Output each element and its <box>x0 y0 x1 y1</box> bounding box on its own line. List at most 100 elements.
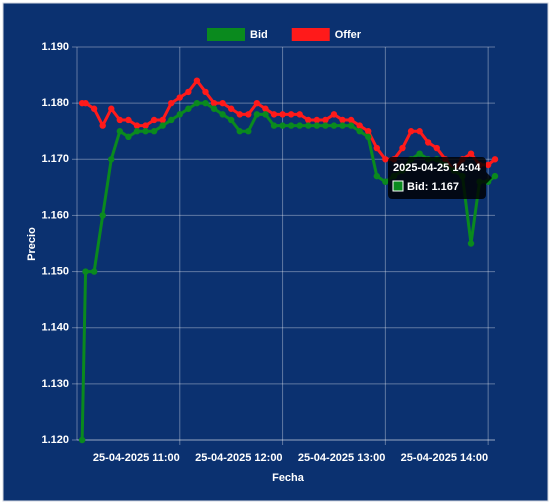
data-point <box>133 128 141 135</box>
data-point <box>287 122 295 129</box>
data-point <box>262 111 269 118</box>
tooltip-swatch <box>392 180 404 192</box>
y-tick-label: 1.190 <box>41 41 69 53</box>
data-point <box>279 122 286 129</box>
data-point <box>176 94 183 101</box>
data-point <box>168 116 175 124</box>
tooltip-title: 2025-04-25 14:04 <box>393 162 481 174</box>
tooltip-label: Bid: 1.167 <box>407 181 459 193</box>
data-point <box>245 111 252 118</box>
data-point <box>253 99 261 107</box>
data-point <box>296 122 303 129</box>
data-point <box>279 111 286 118</box>
data-point <box>322 116 329 124</box>
data-point <box>424 139 432 146</box>
data-point <box>90 268 98 275</box>
data-point <box>339 116 346 124</box>
data-point <box>82 268 89 275</box>
data-point <box>219 99 226 107</box>
data-point <box>210 99 218 107</box>
data-point <box>270 122 278 129</box>
data-point <box>416 128 423 135</box>
data-point <box>416 150 423 157</box>
data-point <box>356 128 363 135</box>
legend-swatch <box>207 28 245 41</box>
data-point <box>287 111 295 118</box>
data-point <box>245 128 252 135</box>
data-point <box>142 128 149 135</box>
x-tick-label: 25-04-2025 14:00 <box>401 452 488 464</box>
data-point <box>142 122 149 129</box>
data-point <box>305 116 312 124</box>
data-point <box>382 178 389 185</box>
data-point <box>202 88 209 96</box>
data-point <box>108 105 115 112</box>
data-point <box>347 122 355 129</box>
data-point <box>253 111 261 118</box>
data-point <box>491 172 499 180</box>
y-axis-title: Precio <box>26 227 38 261</box>
data-point <box>322 122 329 129</box>
data-point <box>356 122 363 129</box>
legend-label: Bid <box>250 29 268 41</box>
data-point <box>168 99 175 107</box>
data-point <box>305 122 312 129</box>
data-point <box>150 116 158 124</box>
data-point <box>202 99 209 107</box>
data-point <box>90 105 98 112</box>
x-tick-label: 25-04-2025 11:00 <box>93 452 180 464</box>
y-tick-label: 1.130 <box>41 378 69 390</box>
data-point <box>82 99 89 107</box>
data-point <box>159 122 166 129</box>
data-point <box>108 156 115 163</box>
y-tick-label: 1.120 <box>41 434 69 446</box>
x-axis-title: Fecha <box>272 472 305 484</box>
data-point <box>382 156 389 163</box>
x-tick-label: 25-04-2025 13:00 <box>298 452 385 464</box>
data-point <box>210 105 218 112</box>
data-point <box>185 105 192 112</box>
y-tick-label: 1.160 <box>41 209 69 221</box>
y-tick-label: 1.180 <box>41 97 69 109</box>
data-point <box>193 99 201 107</box>
data-point <box>125 116 132 124</box>
data-point <box>133 122 141 129</box>
data-point <box>373 144 380 152</box>
data-point <box>467 150 475 157</box>
data-point <box>270 111 278 118</box>
legend-label: Offer <box>335 29 362 41</box>
data-point <box>467 240 475 247</box>
data-point <box>227 116 235 124</box>
data-point <box>491 156 499 163</box>
data-point <box>78 436 86 444</box>
data-point <box>313 122 321 129</box>
data-point <box>484 161 492 169</box>
data-point <box>313 116 321 124</box>
data-point <box>125 133 132 141</box>
data-point <box>227 105 235 112</box>
data-point <box>339 122 346 129</box>
data-point <box>150 128 158 135</box>
data-point <box>399 144 406 152</box>
data-point <box>262 105 269 112</box>
data-point <box>347 116 355 124</box>
data-point <box>296 111 303 118</box>
data-point <box>236 111 243 118</box>
data-point <box>116 128 124 135</box>
data-point <box>99 122 106 129</box>
legend-swatch <box>291 28 330 41</box>
data-point <box>236 128 243 135</box>
data-point <box>373 172 380 180</box>
tooltip-box <box>388 157 486 199</box>
y-tick-label: 1.140 <box>41 322 69 334</box>
data-point <box>365 133 372 141</box>
data-point <box>219 111 226 118</box>
data-point <box>330 122 338 129</box>
data-point <box>433 144 440 152</box>
data-point <box>330 111 338 118</box>
x-tick-label: 25-04-2025 12:00 <box>195 452 282 464</box>
data-point <box>193 77 201 84</box>
